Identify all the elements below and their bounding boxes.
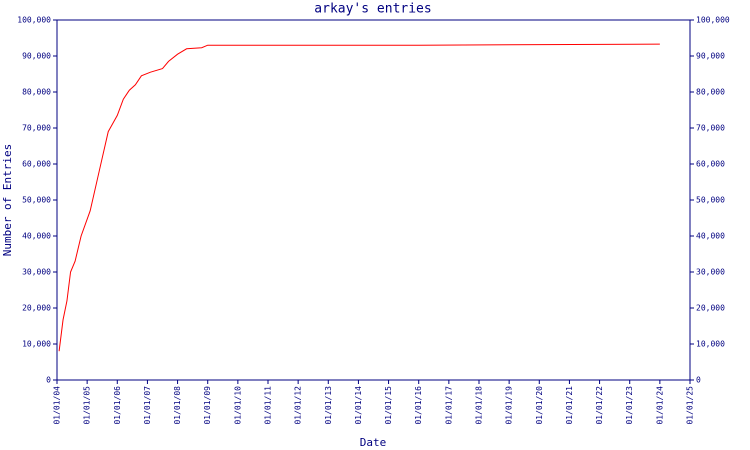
- y2-tick-label: 40,000: [696, 232, 725, 241]
- y2-tick-label: 100,000: [696, 16, 730, 25]
- y2-tick-label: 50,000: [696, 196, 725, 205]
- x-tick-label: 01/01/08: [173, 386, 182, 425]
- x-tick-label: 01/01/05: [83, 386, 92, 425]
- y-axis-label: Number of Entries: [1, 144, 14, 257]
- x-tick-label: 01/01/24: [655, 386, 664, 425]
- x-tick-label: 01/01/09: [203, 386, 212, 425]
- y-tick-label: 90,000: [22, 52, 51, 61]
- plot-frame: [56, 19, 691, 381]
- y-tick-label: 10,000: [22, 340, 51, 349]
- y-tick-label: 80,000: [22, 88, 51, 97]
- x-tick-label: 01/01/21: [565, 386, 574, 425]
- x-tick-label: 01/01/20: [535, 386, 544, 425]
- x-tick-label: 01/01/23: [625, 386, 634, 425]
- y2-tick-label: 70,000: [696, 124, 725, 133]
- x-tick-label: 01/01/18: [475, 386, 484, 425]
- y2-tick-label: 30,000: [696, 268, 725, 277]
- x-tick-label: 01/01/14: [354, 386, 363, 425]
- x-tick-label: 01/01/19: [505, 386, 514, 425]
- y-tick-label: 40,000: [22, 232, 51, 241]
- x-tick-label: 01/01/06: [113, 386, 122, 425]
- y-tick-label: 50,000: [22, 196, 51, 205]
- x-tick-label: 01/01/11: [264, 386, 273, 425]
- y-tick-label: 0: [46, 376, 51, 385]
- y-tick-label: 70,000: [22, 124, 51, 133]
- y2-tick-label: 0: [696, 376, 701, 385]
- y-tick-label: 60,000: [22, 160, 51, 169]
- chart-title: arkay's entries: [314, 2, 431, 17]
- x-tick-label: 01/01/25: [686, 386, 695, 425]
- x-tick-label: 01/01/15: [384, 386, 393, 425]
- y-tick-label: 20,000: [22, 304, 51, 313]
- data-line: [58, 43, 660, 352]
- x-tick-label: 01/01/16: [414, 386, 423, 425]
- x-tick-label: 01/01/10: [233, 386, 242, 425]
- y-tick-label: 30,000: [22, 268, 51, 277]
- x-tick-label: 01/01/13: [324, 386, 333, 425]
- y2-tick-label: 10,000: [696, 340, 725, 349]
- x-tick-label: 01/01/12: [294, 386, 303, 425]
- x-tick-label: 01/01/22: [595, 386, 604, 425]
- y2-tick-label: 20,000: [696, 304, 725, 313]
- x-tick-label: 01/01/17: [444, 386, 453, 425]
- y2-tick-label: 80,000: [696, 88, 725, 97]
- y2-tick-label: 90,000: [696, 52, 725, 61]
- y-tick-label: 100,000: [17, 16, 51, 25]
- x-axis-label: Date: [360, 436, 387, 449]
- x-tick-label: 01/01/07: [143, 386, 152, 425]
- y2-tick-label: 60,000: [696, 160, 725, 169]
- x-tick-label: 01/01/04: [53, 386, 62, 425]
